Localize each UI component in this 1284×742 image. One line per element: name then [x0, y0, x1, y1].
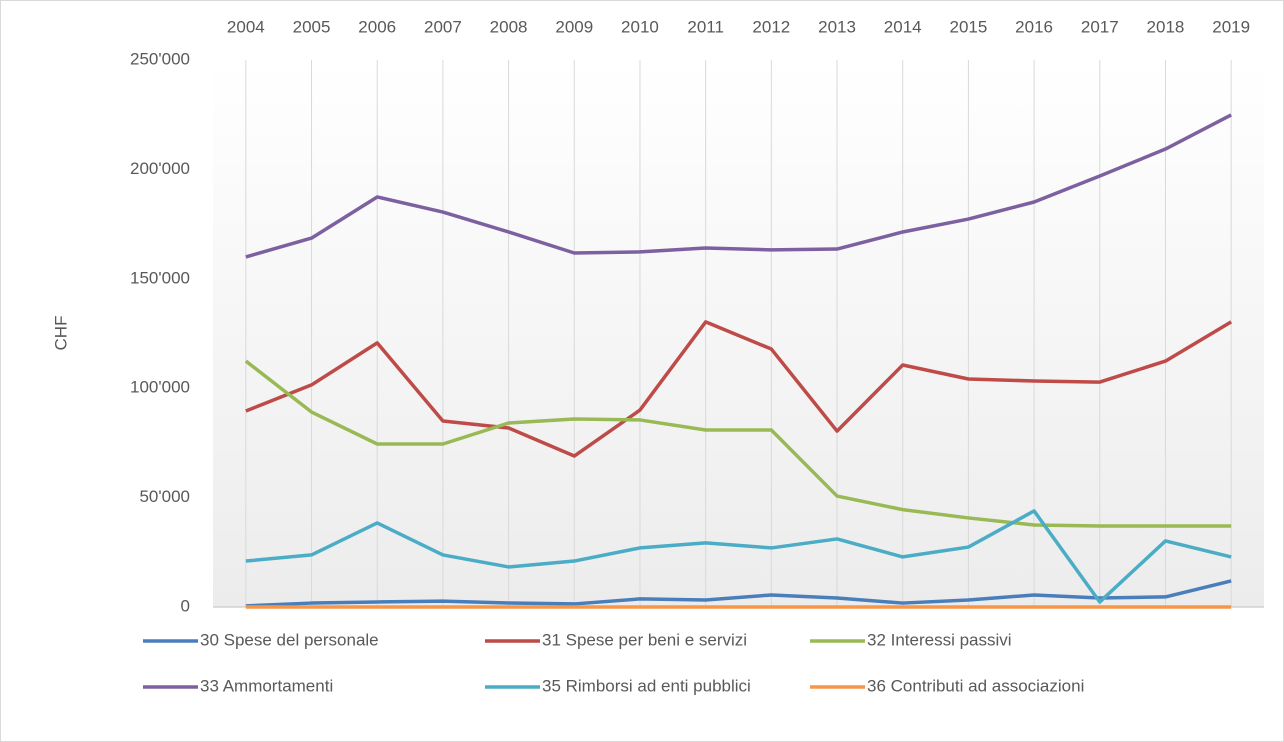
x-tick-label: 2007	[424, 17, 462, 36]
x-tick-label: 2010	[621, 17, 659, 36]
series-line	[245, 509, 1232, 604]
y-tick-label: 200'000	[130, 159, 190, 178]
x-tick-label: 2004	[227, 17, 265, 36]
legend-label: 35 Rimborsi ad enti pubblici	[542, 676, 751, 695]
legend-label: 33 Ammortamenti	[200, 676, 333, 695]
legend-label: 32 Interessi passivi	[867, 630, 1012, 649]
plot-area	[213, 60, 1264, 607]
legend-label: 36 Contributi ad associazioni	[867, 676, 1084, 695]
legend-label: 31 Spese per beni e servizi	[542, 630, 747, 649]
x-tick-label: 2009	[555, 17, 593, 36]
series-line	[245, 320, 1233, 458]
y-tick-label: 150'000	[130, 268, 190, 287]
x-tick-label: 2012	[752, 17, 790, 36]
series-line	[244, 359, 1232, 528]
series-line	[245, 113, 1232, 259]
x-tick-label: 2014	[884, 17, 922, 36]
series-line	[245, 579, 1232, 608]
legend-label: 30 Spese del personale	[200, 630, 379, 649]
y-tick-label: 50'000	[139, 487, 190, 506]
x-tick-label: 2018	[1147, 17, 1185, 36]
y-tick-label: 0	[181, 596, 190, 615]
x-tick-label: 2017	[1081, 17, 1119, 36]
x-tick-label: 2019	[1212, 17, 1250, 36]
x-tick-label: 2008	[490, 17, 528, 36]
x-tick-label: 2006	[358, 17, 396, 36]
y-tick-label: 250'000	[130, 49, 190, 68]
x-tick-label: 2011	[687, 17, 724, 36]
x-tick-label: 2005	[293, 17, 331, 36]
x-tick-label: 2016	[1015, 17, 1053, 36]
x-tick-label: 2013	[818, 17, 856, 36]
x-tick-label: 2015	[949, 17, 987, 36]
y-axis-title: CHF	[51, 316, 70, 351]
y-tick-label: 100'000	[130, 378, 190, 397]
